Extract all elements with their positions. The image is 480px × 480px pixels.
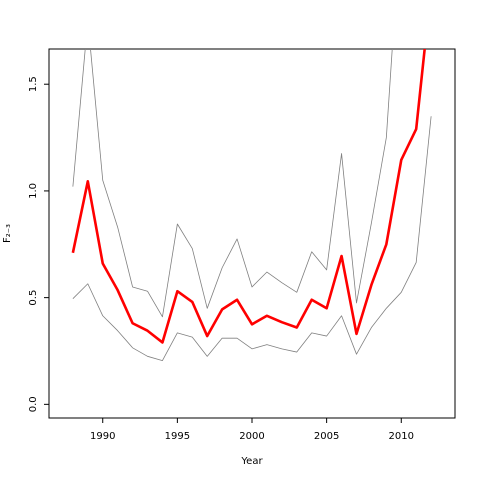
y-tick-label: 1.5 (28, 76, 39, 92)
y-tick-label: 1.0 (28, 183, 39, 199)
x-tick-label: 2010 (389, 431, 414, 442)
x-axis-label: Year (240, 456, 263, 467)
x-axis: 1990 1995 2000 2005 2010 (90, 417, 414, 442)
y-axis: 0.0 0.5 1.0 1.5 (28, 76, 50, 412)
x-tick-label: 1990 (90, 431, 115, 442)
x-tick-label: 2000 (239, 431, 264, 442)
y-tick-label: 0.5 (28, 290, 39, 306)
plot-frame (48, 48, 456, 419)
y-tick-label: 0.0 (28, 396, 39, 412)
series-line-estimate (71, 49, 426, 344)
x-tick-label: 1995 (165, 431, 190, 442)
series-layer (71, 49, 432, 361)
x-tick-label: 2005 (314, 431, 339, 442)
y-axis-label: F₂₋₃ (2, 224, 13, 243)
series-line-bound (72, 116, 432, 361)
series-line-bound (72, 49, 393, 318)
